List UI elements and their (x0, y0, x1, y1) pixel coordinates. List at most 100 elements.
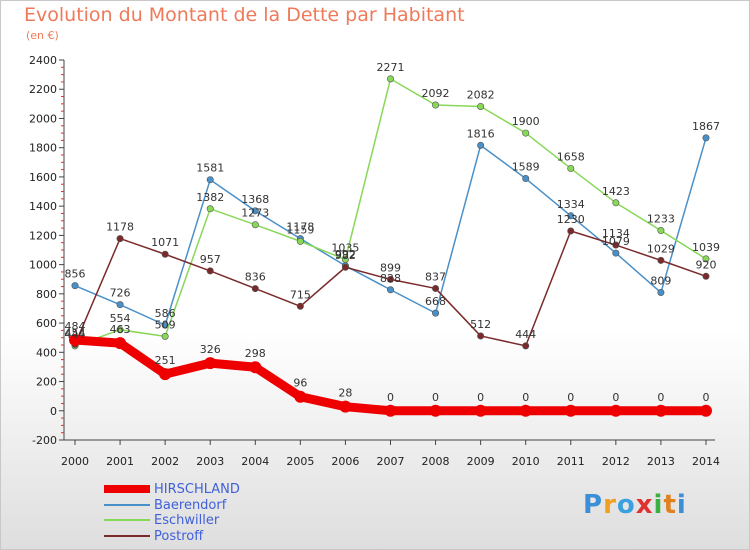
data-label: 509 (155, 318, 176, 331)
legend-label-postroff: Postroff (154, 529, 204, 544)
series-layer (69, 75, 712, 417)
data-label: 0 (612, 391, 619, 404)
data-point (474, 404, 487, 417)
axes: -200020040060080010001200140016001800200… (29, 54, 720, 468)
data-point (657, 256, 665, 264)
data-point (657, 289, 665, 297)
data-label: 0 (702, 391, 709, 404)
x-tick-label: 2010 (512, 455, 540, 468)
data-label: 484 (65, 320, 86, 333)
y-tick-label: 1000 (29, 259, 57, 272)
data-point (522, 129, 530, 137)
data-point (386, 286, 394, 294)
data-point (612, 241, 620, 249)
x-tick-label: 2000 (61, 455, 89, 468)
data-label: 554 (110, 312, 131, 325)
x-tick-label: 2004 (241, 455, 269, 468)
series-line-eschwiller (74, 78, 707, 347)
y-tick-label: 0 (50, 405, 57, 418)
data-label: 1816 (467, 127, 495, 140)
data-point (432, 284, 440, 292)
legend-label-baerendorf: Baerendorf (154, 498, 227, 513)
data-label: 0 (567, 391, 574, 404)
logo-letter: r (603, 490, 617, 520)
y-tick-label: 400 (36, 346, 57, 359)
proxiti-logo: Proxiti (583, 490, 687, 520)
data-point (477, 141, 485, 149)
data-point (522, 175, 530, 183)
data-point (204, 357, 217, 370)
data-label: 726 (110, 287, 131, 300)
data-point (654, 404, 667, 417)
logo-letter: P (583, 490, 604, 520)
x-tick-label: 2008 (422, 455, 450, 468)
data-label: 326 (200, 343, 221, 356)
x-tick-label: 2013 (647, 455, 675, 468)
data-label: 0 (522, 391, 529, 404)
y-tick-label: 2400 (29, 54, 57, 67)
x-tick-label: 2002 (151, 455, 179, 468)
data-label: 920 (695, 258, 716, 271)
x-tick-label: 2003 (196, 455, 224, 468)
data-point (114, 337, 127, 350)
data-label: 2082 (467, 88, 495, 101)
data-point (251, 285, 259, 293)
data-label: 1658 (557, 150, 585, 163)
data-point (702, 134, 710, 142)
y-tick-label: 1400 (29, 200, 57, 213)
x-tick-label: 2012 (602, 455, 630, 468)
data-label: 982 (335, 249, 356, 262)
data-label: 1382 (196, 191, 224, 204)
data-label: 1368 (241, 193, 269, 206)
data-point (116, 301, 124, 309)
data-label: 856 (65, 268, 86, 281)
y-tick-label: 2000 (29, 112, 57, 125)
data-label: 444 (515, 328, 536, 341)
data-label: 0 (432, 391, 439, 404)
data-point (206, 205, 214, 213)
data-point (341, 263, 349, 271)
data-label: 0 (387, 391, 394, 404)
x-tick-label: 2007 (376, 455, 404, 468)
logo-letter: t (663, 490, 677, 520)
data-point (384, 404, 397, 417)
data-point (339, 400, 352, 413)
logo-letter: o (616, 490, 636, 520)
data-label: 899 (380, 261, 401, 274)
legend-label-eschwiller: Eschwiller (154, 513, 220, 528)
data-point (567, 212, 575, 220)
data-label: 463 (110, 323, 131, 336)
data-point (522, 342, 530, 350)
data-label: 1867 (692, 120, 720, 133)
data-point (69, 334, 81, 347)
data-label: 1233 (647, 213, 675, 226)
data-point (161, 332, 169, 340)
data-point (567, 227, 575, 235)
data-label: 2271 (376, 61, 404, 74)
data-label: 1334 (557, 198, 585, 211)
y-tick-label: 600 (36, 317, 57, 330)
data-point (702, 255, 710, 263)
data-label: 1273 (241, 207, 269, 220)
data-label: 1423 (602, 185, 630, 198)
data-label: 1178 (286, 221, 314, 234)
y-tick-label: 1800 (29, 142, 57, 155)
y-tick-label: 800 (36, 288, 57, 301)
x-tick-label: 2009 (467, 455, 495, 468)
logo-letter: i (653, 490, 664, 520)
legend-label-hirschland: HIRSCHLAND (154, 482, 240, 497)
data-point (702, 272, 710, 280)
data-labels: 856 726 586 1581 1368 1178 992 828 668 1816 1589 13… (65, 61, 720, 404)
data-point (477, 102, 485, 110)
data-point (116, 235, 124, 243)
data-point (71, 282, 79, 290)
chart-subtitle: (en €) (26, 29, 59, 42)
data-label: 586 (155, 307, 176, 320)
data-label: 1029 (647, 242, 675, 255)
data-label: 668 (425, 295, 446, 308)
data-label: 837 (425, 270, 446, 283)
data-label: 957 (200, 253, 221, 266)
data-point (206, 267, 214, 275)
x-tick-label: 2011 (557, 455, 585, 468)
